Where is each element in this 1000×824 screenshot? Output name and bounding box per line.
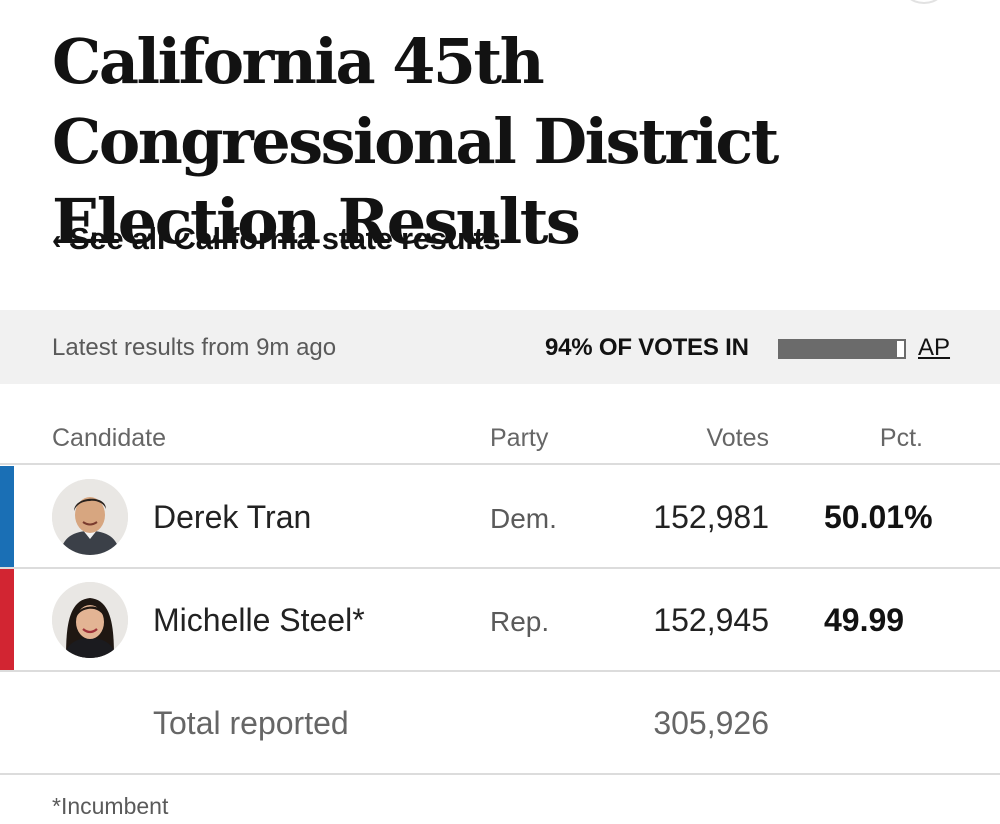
top-corner-button[interactable] bbox=[900, 0, 948, 4]
table-divider bbox=[0, 670, 1000, 672]
avatar bbox=[52, 582, 128, 658]
candidate-name: Derek Tran bbox=[153, 499, 312, 535]
party-color-bar bbox=[0, 466, 14, 568]
latest-results-text: Latest results from 9m ago bbox=[52, 334, 337, 361]
incumbent-footnote: *Incumbent bbox=[52, 793, 169, 819]
table-divider bbox=[0, 463, 1000, 465]
column-header-party: Party bbox=[490, 424, 549, 452]
table-row: Derek Tran Dem. 152,981 50.01% bbox=[0, 466, 1000, 568]
candidate-pct: 49.99 bbox=[824, 602, 905, 638]
column-header-candidate: Candidate bbox=[52, 424, 166, 452]
column-header-pct: Pct. bbox=[879, 424, 923, 452]
candidate-votes: 152,945 bbox=[653, 602, 769, 638]
table-row: Michelle Steel* Rep. 152,945 49.99 bbox=[0, 569, 1000, 671]
votes-in-text: 94% OF VOTES IN bbox=[545, 334, 749, 361]
see-all-state-results-link[interactable]: ‹ See all California state results bbox=[52, 219, 501, 260]
page-title: California 45th Congressional District E… bbox=[52, 25, 779, 258]
candidate-party: Rep. bbox=[490, 606, 550, 637]
candidate-name: Michelle Steel* bbox=[153, 602, 365, 638]
candidate-votes: 152,981 bbox=[653, 499, 769, 535]
party-color-bar bbox=[0, 569, 14, 671]
back-link-label: See all California state results bbox=[69, 221, 501, 256]
avatar bbox=[52, 479, 128, 555]
candidate-party: Dem. bbox=[490, 503, 557, 534]
votes-in-progress-fill bbox=[780, 341, 897, 357]
total-reported-votes: 305,926 bbox=[653, 705, 769, 741]
votes-in-progress-bar bbox=[778, 339, 906, 359]
total-reported-label: Total reported bbox=[153, 705, 349, 741]
ap-source-link[interactable]: AP bbox=[918, 334, 951, 361]
table-divider bbox=[0, 773, 1000, 775]
chevron-left-icon: ‹ bbox=[52, 224, 62, 255]
candidate-pct: 50.01% bbox=[824, 499, 933, 535]
column-header-votes: Votes bbox=[706, 424, 769, 452]
table-divider bbox=[0, 567, 1000, 569]
